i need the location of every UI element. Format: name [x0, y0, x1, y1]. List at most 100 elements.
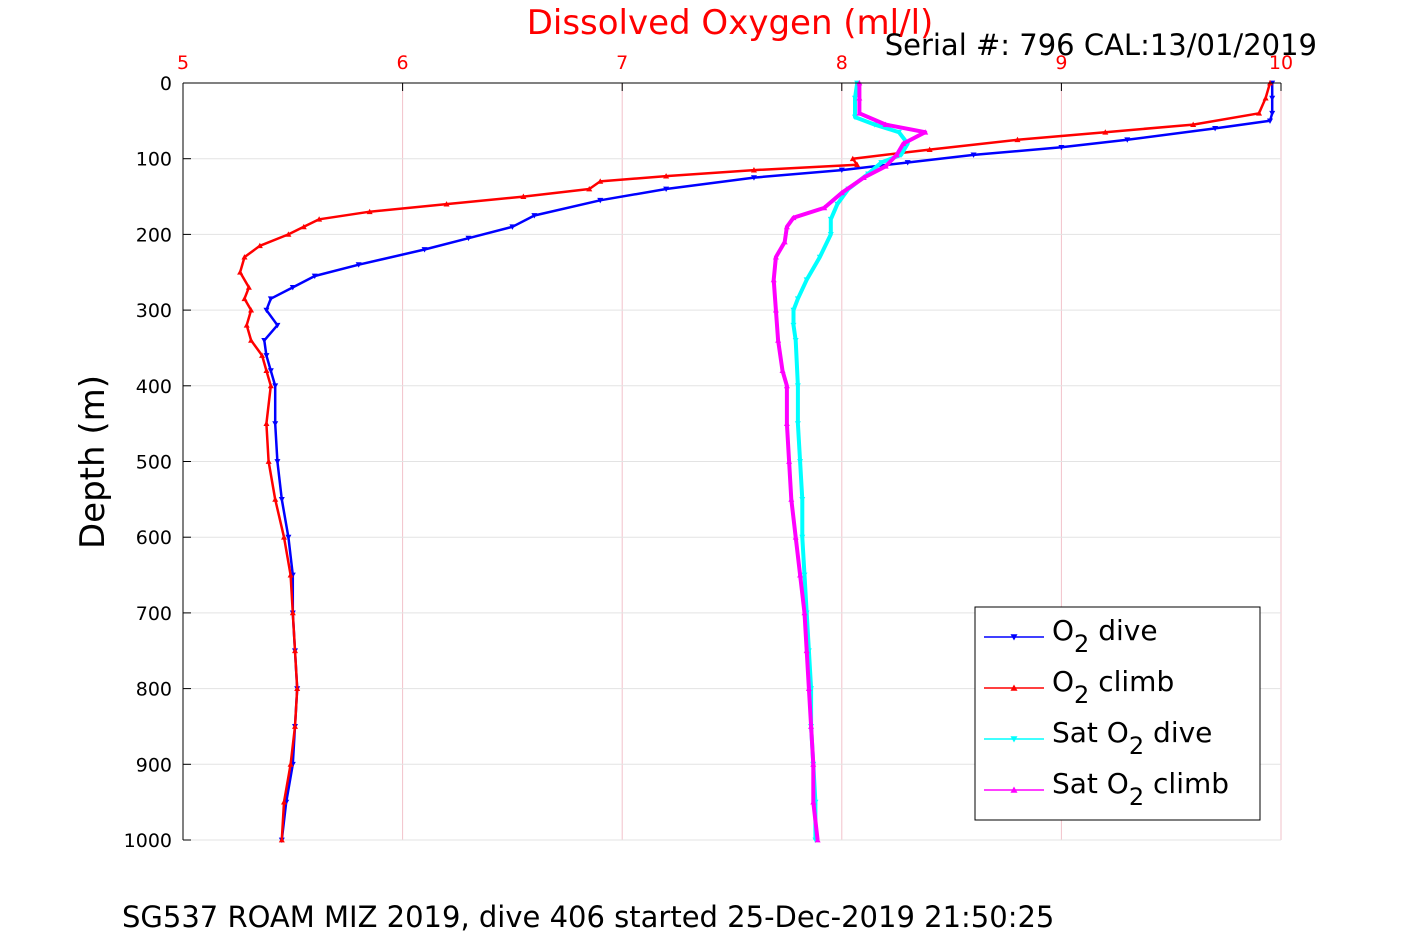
- legend-label-subscript: 2: [1074, 630, 1089, 658]
- data-point: [443, 201, 450, 207]
- legend-swatch-marker: [1010, 634, 1018, 641]
- legend-item: Sat O2 dive: [984, 716, 1212, 760]
- data-point: [827, 216, 834, 223]
- data-point: [786, 458, 793, 464]
- data-point: [272, 383, 279, 389]
- data-point: [421, 247, 428, 253]
- data-point: [281, 534, 288, 540]
- data-point: [256, 242, 263, 249]
- data-point: [770, 276, 777, 283]
- data-point: [799, 534, 806, 541]
- data-point: [265, 458, 272, 464]
- data-point: [838, 189, 845, 196]
- data-point: [597, 178, 604, 184]
- legend-label-main: Sat O: [1052, 716, 1129, 749]
- data-point: [267, 382, 274, 389]
- data-point: [289, 609, 296, 616]
- y-tick-label: 500: [136, 452, 172, 474]
- data-point: [248, 307, 255, 313]
- series-sat-o2-climb: [770, 80, 929, 843]
- data-point: [278, 496, 285, 503]
- data-point: [882, 163, 889, 169]
- legend-swatch-marker: [1010, 786, 1018, 793]
- x-tick-label: 8: [836, 52, 848, 74]
- y-tick-label: 800: [136, 679, 172, 701]
- data-point: [821, 204, 828, 211]
- data-point: [267, 296, 274, 302]
- data-point: [1267, 118, 1274, 124]
- data-point: [245, 284, 252, 290]
- data-point: [851, 114, 858, 121]
- data-point: [509, 224, 516, 230]
- data-point: [1014, 136, 1021, 143]
- data-point: [783, 382, 790, 389]
- y-tick-label: 900: [136, 754, 172, 776]
- legend-label-main: O: [1052, 665, 1074, 698]
- data-point: [790, 214, 797, 221]
- data-point: [851, 95, 858, 102]
- data-point: [237, 269, 244, 275]
- data-point: [781, 238, 788, 245]
- data-point: [274, 322, 281, 329]
- data-point: [663, 173, 670, 179]
- data-point: [810, 761, 817, 767]
- data-point: [871, 122, 878, 128]
- legend-swatch-marker: [1010, 684, 1018, 691]
- series-layer: [237, 80, 1276, 843]
- x-tick-label: 10: [1269, 52, 1293, 74]
- y-tick-label: 1000: [124, 830, 172, 852]
- legend-label-rest: climb: [1144, 767, 1229, 800]
- data-point: [775, 337, 782, 343]
- data-point: [792, 534, 799, 540]
- data-point: [520, 193, 527, 199]
- series-line: [791, 82, 910, 840]
- data-point: [263, 307, 270, 314]
- data-point: [860, 174, 867, 181]
- data-point: [281, 799, 288, 805]
- y-tick-label: 300: [136, 300, 172, 322]
- data-point: [267, 368, 274, 374]
- data-point: [854, 161, 861, 168]
- data-point: [316, 216, 323, 222]
- data-point: [291, 723, 298, 729]
- data-point: [794, 383, 801, 389]
- data-point: [241, 295, 248, 302]
- x-tick-label: 9: [1055, 52, 1067, 74]
- data-point: [882, 121, 889, 128]
- legend-label-rest: climb: [1089, 665, 1174, 698]
- data-point: [1256, 110, 1263, 116]
- legend-item: Sat O2 climb: [984, 767, 1229, 811]
- data-point: [808, 723, 815, 729]
- data-point: [799, 496, 806, 503]
- data-point: [856, 95, 863, 101]
- data-point: [1102, 129, 1109, 135]
- data-point: [1269, 95, 1276, 102]
- data-point: [263, 367, 270, 374]
- data-point: [803, 277, 810, 283]
- data-point: [597, 197, 604, 204]
- data-point: [783, 420, 790, 427]
- data-point: [904, 160, 911, 166]
- data-point: [294, 685, 301, 691]
- x-tick-label: 7: [616, 52, 628, 74]
- data-point: [263, 420, 270, 427]
- series-line: [238, 82, 1272, 841]
- data-point: [801, 609, 808, 616]
- data-point: [300, 223, 307, 230]
- data-point: [856, 110, 863, 116]
- data-point: [366, 208, 373, 215]
- data-point: [355, 262, 362, 268]
- data-point: [772, 307, 779, 313]
- legend-label-rest: dive: [1089, 614, 1157, 647]
- data-point: [243, 322, 250, 328]
- legend-label-main: Sat O: [1052, 767, 1129, 800]
- data-point: [790, 322, 797, 329]
- x-tick-label: 6: [397, 52, 409, 74]
- data-point: [878, 160, 885, 166]
- data-point: [816, 254, 823, 261]
- data-point: [272, 496, 279, 502]
- y-tick-label: 200: [136, 224, 172, 246]
- data-point: [465, 235, 472, 242]
- legend-label-subscript: 2: [1129, 783, 1144, 811]
